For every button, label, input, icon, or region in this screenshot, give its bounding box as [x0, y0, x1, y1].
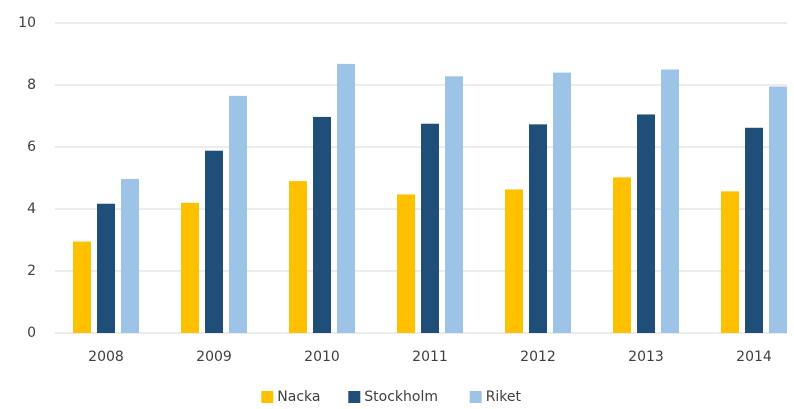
bar [229, 95, 247, 333]
bar [289, 181, 307, 333]
x-tick-label: 2013 [628, 349, 664, 365]
y-tick-label: 6 [27, 139, 36, 155]
legend-swatch [261, 391, 274, 403]
x-tick-label: 2009 [196, 349, 232, 365]
bar [505, 189, 523, 333]
bar [721, 191, 739, 333]
legend-label: Nacka [277, 389, 320, 405]
bar [97, 203, 115, 333]
legend-label: Riket [486, 389, 522, 405]
y-tick-label: 10 [18, 15, 36, 31]
bar [445, 76, 463, 333]
bar [637, 114, 655, 333]
bar [73, 241, 91, 333]
bar [529, 124, 547, 334]
x-tick-label: 2008 [88, 349, 124, 365]
bar [613, 177, 631, 333]
x-tick-label: 2011 [412, 349, 448, 365]
bar [661, 69, 679, 333]
x-tick-label: 2014 [736, 349, 772, 365]
legend-swatch [469, 391, 482, 403]
bar [421, 123, 439, 333]
bar [121, 178, 139, 333]
x-tick-label: 2012 [520, 349, 556, 365]
bar [397, 194, 415, 333]
y-tick-label: 4 [27, 201, 36, 217]
legend-label: Stockholm [364, 389, 438, 405]
legend-swatch [348, 391, 361, 403]
bar [769, 86, 787, 333]
bar [745, 127, 763, 333]
y-tick-label: 2 [27, 263, 36, 279]
bar [205, 150, 223, 333]
y-tick-label: 0 [27, 325, 36, 341]
bar [337, 63, 355, 334]
x-tick-label: 2010 [304, 349, 340, 365]
y-tick-label: 8 [27, 77, 36, 93]
bar [313, 116, 331, 334]
bar [181, 202, 199, 333]
bar [553, 72, 571, 333]
